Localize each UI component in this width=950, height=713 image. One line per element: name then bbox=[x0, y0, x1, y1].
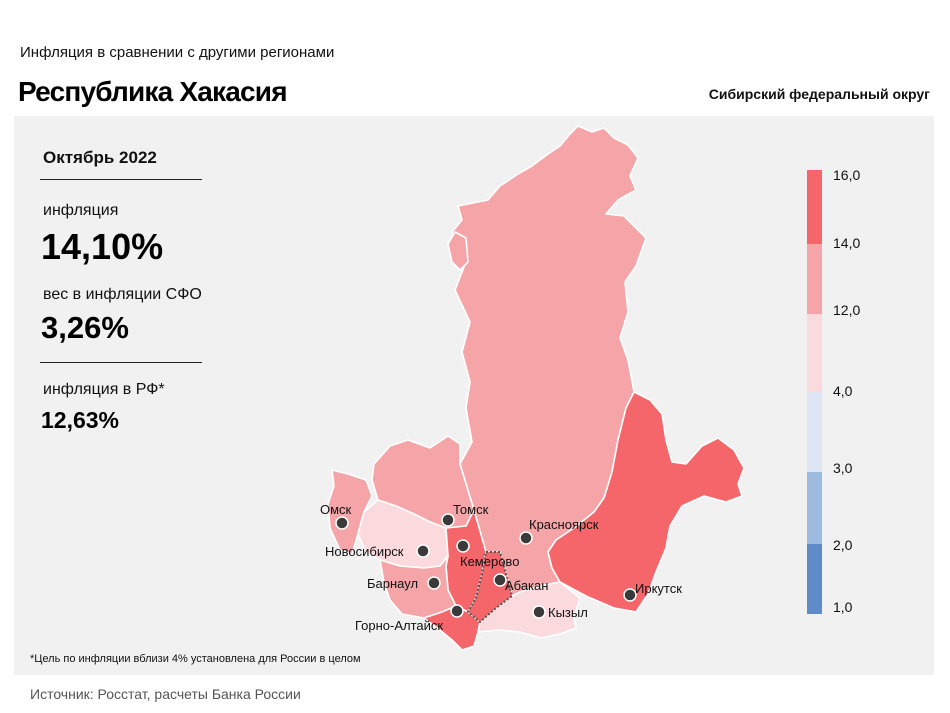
legend-label: 14,0 bbox=[833, 235, 861, 251]
legend-label: 1,0 bbox=[833, 599, 853, 615]
city-marker-icon bbox=[532, 605, 546, 619]
legend-swatch-lowest bbox=[807, 544, 822, 614]
rf-inflation-label: инфляция в РФ* bbox=[43, 381, 165, 398]
city-marker-icon bbox=[427, 576, 441, 590]
weight-label: вес в инфляции СФО bbox=[43, 286, 202, 303]
city-label: Кемерово bbox=[460, 554, 519, 569]
legend-label: 3,0 bbox=[833, 460, 853, 476]
legend-label: 12,0 bbox=[833, 302, 861, 318]
city-label: Новосибирск bbox=[325, 544, 404, 559]
city-marker-icon bbox=[441, 513, 455, 527]
region-altai-republic[interactable] bbox=[423, 605, 481, 651]
legend-swatch-lower bbox=[807, 472, 822, 544]
region-khakassia[interactable] bbox=[467, 551, 513, 623]
legend-swatch-below bbox=[807, 392, 822, 472]
city-label: Омск bbox=[320, 502, 352, 517]
district-label: Сибирский федеральный округ bbox=[708, 86, 930, 102]
divider bbox=[40, 179, 202, 180]
region-omsk[interactable] bbox=[327, 469, 373, 555]
divider bbox=[40, 362, 202, 363]
legend-swatch-high bbox=[807, 170, 822, 244]
city-gorno-altaysk[interactable]: Горно-Алтайск bbox=[355, 604, 464, 633]
inflation-label: инфляция bbox=[43, 202, 119, 219]
legend-label: 16,0 bbox=[833, 167, 861, 183]
legend-label: 2,0 bbox=[833, 537, 853, 553]
city-label: Горно-Алтайск bbox=[355, 618, 443, 633]
city-marker-icon bbox=[493, 573, 507, 587]
city-abakan[interactable]: Абакан bbox=[493, 573, 548, 593]
city-marker-icon bbox=[623, 588, 637, 602]
footnote: *Цель по инфляции вблизи 4% установлена … bbox=[30, 653, 361, 665]
city-barnaul[interactable]: Барнаул bbox=[367, 576, 441, 591]
inflation-value: 14,10% bbox=[41, 226, 164, 267]
city-omsk[interactable]: Омск bbox=[320, 502, 352, 530]
region-krasnoyarsk-west[interactable] bbox=[447, 231, 469, 271]
page-subtitle: Инфляция в сравнении с другими регионами bbox=[20, 44, 335, 61]
legend-swatch-mid bbox=[807, 244, 822, 314]
city-label: Иркутск bbox=[635, 581, 682, 596]
rf-inflation-value: 12,63% bbox=[41, 407, 120, 433]
city-marker-icon bbox=[519, 531, 533, 545]
city-tomsk[interactable]: Томск bbox=[441, 502, 489, 527]
page-title: Республика Хакасия bbox=[18, 76, 288, 107]
city-marker-icon bbox=[456, 539, 470, 553]
legend-swatch-low bbox=[807, 314, 822, 392]
city-krasnoyarsk[interactable]: Красноярск bbox=[519, 517, 599, 545]
region-irkutsk[interactable] bbox=[547, 391, 745, 613]
city-label: Барнаул bbox=[367, 576, 418, 591]
city-label: Томск bbox=[453, 502, 489, 517]
city-marker-icon bbox=[416, 544, 430, 558]
city-label: Кызыл bbox=[548, 605, 588, 620]
city-kemerovo[interactable]: Кемерово bbox=[456, 539, 519, 569]
city-irkutsk[interactable]: Иркутск bbox=[623, 581, 682, 602]
city-novosibirsk[interactable]: Новосибирск bbox=[325, 544, 430, 559]
legend-label: 4,0 bbox=[833, 383, 853, 399]
city-kyzyl[interactable]: Кызыл bbox=[532, 605, 588, 620]
city-marker-icon bbox=[450, 604, 464, 618]
city-label: Красноярск bbox=[529, 517, 599, 532]
region-altai-krai[interactable] bbox=[379, 555, 457, 619]
source-note: Источник: Росстат, расчеты Банка России bbox=[30, 686, 301, 702]
period-label: Октябрь 2022 bbox=[43, 148, 157, 167]
weight-value: 3,26% bbox=[41, 310, 129, 345]
city-marker-icon bbox=[335, 516, 349, 530]
city-label: Абакан bbox=[505, 578, 548, 593]
